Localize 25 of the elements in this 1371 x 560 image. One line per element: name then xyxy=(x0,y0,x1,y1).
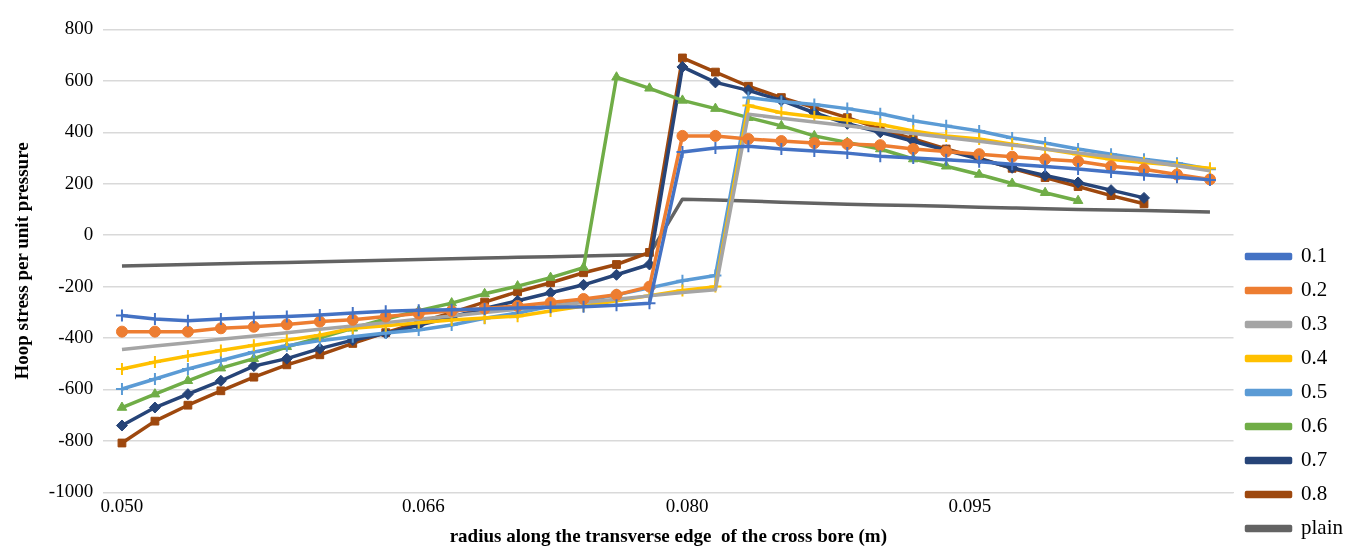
x-tick-label: 0.066 xyxy=(402,494,445,516)
legend-label: 0.3 xyxy=(1301,311,1328,336)
legend-label: 0.4 xyxy=(1301,345,1328,370)
y-tick-label: -200 xyxy=(58,274,94,296)
y-tick-label: 800 xyxy=(64,17,94,39)
legend-label: 0.8 xyxy=(1301,481,1328,506)
x-tick-label: 0.095 xyxy=(948,494,992,516)
legend-label: plain xyxy=(1301,515,1344,540)
legend-label: 0.2 xyxy=(1301,277,1328,302)
y-axis-title: Hoop stress per unit pressure xyxy=(11,142,33,380)
y-tick-label: -600 xyxy=(58,377,94,399)
legend-label: 0.7 xyxy=(1301,447,1328,472)
x-axis-title: radius along the transverse edge of the cross bore (m) xyxy=(449,524,887,547)
y-tick-label: 200 xyxy=(64,171,94,193)
x-tick-label: 0.050 xyxy=(100,494,144,516)
legend-label: 0.1 xyxy=(1301,243,1328,268)
y-tick-label: 600 xyxy=(64,68,94,90)
y-tick-label: 400 xyxy=(64,120,94,142)
x-tick-label: 0.080 xyxy=(665,494,709,516)
y-tick-label: -800 xyxy=(58,428,94,450)
y-tick-label: -1000 xyxy=(48,480,94,502)
y-tick-label: -400 xyxy=(58,326,94,348)
y-tick-label: 0 xyxy=(83,223,94,245)
legend-label: 0.5 xyxy=(1301,379,1328,404)
legend-label: 0.6 xyxy=(1301,413,1328,438)
